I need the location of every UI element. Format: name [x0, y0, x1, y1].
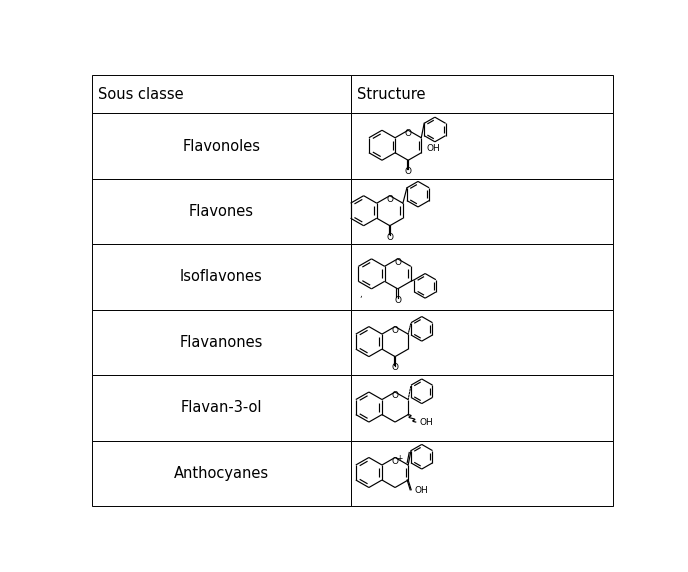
Text: Isoflavones: Isoflavones	[180, 269, 263, 284]
Text: O: O	[387, 233, 394, 241]
Text: O: O	[387, 195, 394, 204]
Text: Flavanones: Flavanones	[180, 335, 263, 350]
Bar	[350, 309, 613, 375]
Text: Anthocyanes: Anthocyanes	[174, 466, 269, 481]
Bar	[350, 178, 613, 244]
Text: O: O	[391, 391, 398, 400]
Bar	[350, 75, 613, 113]
Text: O: O	[394, 258, 401, 267]
Text: Flavan-3-ol: Flavan-3-ol	[181, 400, 262, 415]
Bar	[92, 178, 350, 244]
Text: O: O	[391, 326, 398, 335]
Bar	[92, 113, 350, 178]
Bar	[350, 113, 613, 178]
Bar	[350, 440, 613, 506]
Bar	[92, 244, 350, 309]
Text: +: +	[396, 454, 402, 463]
Text: Flavones: Flavones	[189, 204, 254, 219]
Text: O: O	[391, 457, 398, 466]
Text: Flavonoles: Flavonoles	[182, 138, 260, 153]
Text: O: O	[394, 296, 401, 305]
Text: OH: OH	[420, 418, 433, 427]
Text: O: O	[405, 167, 411, 176]
Bar	[350, 244, 613, 309]
Text: Structure: Structure	[356, 86, 425, 102]
Bar	[92, 75, 350, 113]
Text: ,: ,	[360, 291, 363, 299]
Bar	[92, 309, 350, 375]
Text: O: O	[405, 129, 411, 138]
Bar	[92, 375, 350, 440]
Text: O: O	[391, 363, 398, 372]
Text: OH: OH	[427, 144, 440, 153]
Text: Sous classe: Sous classe	[98, 86, 184, 102]
Bar	[350, 375, 613, 440]
Bar	[92, 440, 350, 506]
Text: OH: OH	[414, 486, 428, 495]
